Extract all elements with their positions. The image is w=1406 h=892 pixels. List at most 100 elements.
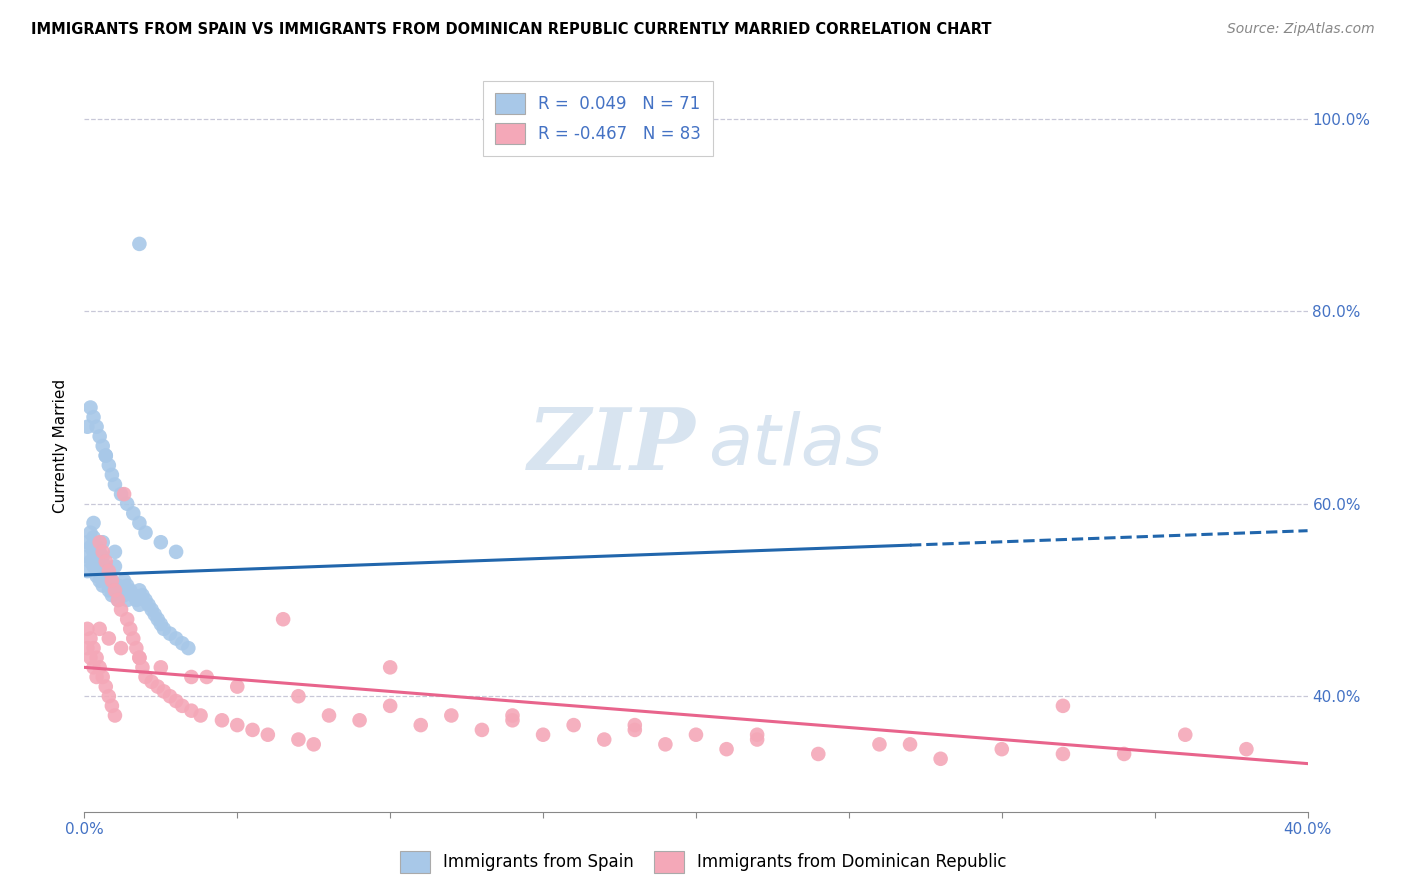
Point bbox=[380, 698, 402, 713]
Point bbox=[226, 718, 249, 732]
Point bbox=[211, 714, 233, 728]
Point bbox=[110, 583, 132, 598]
Point bbox=[128, 516, 150, 530]
Point bbox=[110, 641, 132, 656]
Point bbox=[190, 708, 212, 723]
Point bbox=[101, 574, 124, 588]
Text: Source: ZipAtlas.com: Source: ZipAtlas.com bbox=[1227, 22, 1375, 37]
Point bbox=[107, 578, 129, 592]
Point bbox=[83, 545, 105, 559]
Point bbox=[112, 487, 135, 501]
Point bbox=[122, 632, 145, 646]
Point bbox=[89, 559, 111, 574]
Point bbox=[146, 680, 169, 694]
Point bbox=[409, 718, 432, 732]
Y-axis label: Currently Married: Currently Married bbox=[53, 379, 69, 513]
Point bbox=[91, 549, 114, 564]
Point bbox=[131, 660, 153, 674]
Point bbox=[101, 467, 124, 482]
Point bbox=[115, 497, 138, 511]
Point bbox=[101, 698, 124, 713]
Point bbox=[110, 602, 132, 616]
Point bbox=[97, 564, 120, 578]
Point bbox=[115, 593, 138, 607]
Point bbox=[135, 593, 157, 607]
Point bbox=[89, 535, 111, 549]
Point bbox=[531, 728, 554, 742]
Point bbox=[128, 650, 150, 665]
Point bbox=[76, 622, 98, 636]
Text: atlas: atlas bbox=[709, 411, 883, 481]
Point bbox=[172, 636, 194, 650]
Text: ZIP: ZIP bbox=[529, 404, 696, 488]
Point bbox=[624, 723, 647, 737]
Point bbox=[86, 554, 108, 568]
Point bbox=[440, 708, 463, 723]
Point bbox=[502, 714, 524, 728]
Point bbox=[226, 680, 249, 694]
Point bbox=[89, 545, 111, 559]
Point bbox=[107, 593, 129, 607]
Point bbox=[349, 714, 371, 728]
Point bbox=[242, 723, 264, 737]
Point bbox=[1052, 698, 1074, 713]
Legend: Immigrants from Spain, Immigrants from Dominican Republic: Immigrants from Spain, Immigrants from D… bbox=[392, 845, 1014, 880]
Point bbox=[91, 439, 114, 453]
Point bbox=[94, 574, 117, 588]
Point bbox=[991, 742, 1014, 756]
Point bbox=[1114, 747, 1136, 761]
Point bbox=[380, 660, 402, 674]
Point bbox=[83, 516, 105, 530]
Point bbox=[112, 574, 135, 588]
Point bbox=[104, 545, 127, 559]
Point bbox=[107, 593, 129, 607]
Point bbox=[125, 641, 148, 656]
Point bbox=[79, 650, 101, 665]
Point bbox=[146, 612, 169, 626]
Point bbox=[159, 626, 181, 640]
Point bbox=[159, 690, 181, 704]
Point bbox=[172, 698, 194, 713]
Point bbox=[141, 602, 163, 616]
Point bbox=[89, 622, 111, 636]
Text: IMMIGRANTS FROM SPAIN VS IMMIGRANTS FROM DOMINICAN REPUBLIC CURRENTLY MARRIED CO: IMMIGRANTS FROM SPAIN VS IMMIGRANTS FROM… bbox=[31, 22, 991, 37]
Point bbox=[177, 641, 200, 656]
Point bbox=[153, 684, 176, 698]
Point bbox=[747, 732, 769, 747]
Point bbox=[104, 583, 127, 598]
Point bbox=[97, 583, 120, 598]
Point bbox=[79, 554, 101, 568]
Point bbox=[76, 535, 98, 549]
Point bbox=[94, 449, 117, 463]
Point bbox=[101, 588, 124, 602]
Point bbox=[149, 617, 172, 632]
Point bbox=[101, 574, 124, 588]
Point bbox=[654, 737, 676, 751]
Point bbox=[135, 670, 157, 684]
Point bbox=[83, 530, 105, 544]
Point bbox=[83, 641, 105, 656]
Point bbox=[86, 419, 108, 434]
Point bbox=[122, 507, 145, 521]
Point bbox=[929, 752, 952, 766]
Point bbox=[180, 670, 202, 684]
Point bbox=[120, 583, 142, 598]
Point bbox=[716, 742, 738, 756]
Point bbox=[869, 737, 891, 751]
Point bbox=[115, 578, 138, 592]
Point bbox=[94, 559, 117, 574]
Point bbox=[86, 569, 108, 583]
Point bbox=[94, 680, 117, 694]
Point bbox=[76, 641, 98, 656]
Point bbox=[110, 487, 132, 501]
Point bbox=[91, 578, 114, 592]
Point bbox=[76, 564, 98, 578]
Point bbox=[86, 650, 108, 665]
Point bbox=[128, 598, 150, 612]
Point bbox=[271, 612, 294, 626]
Point bbox=[149, 660, 172, 674]
Point bbox=[747, 728, 769, 742]
Point bbox=[562, 718, 585, 732]
Point bbox=[76, 419, 98, 434]
Point bbox=[195, 670, 218, 684]
